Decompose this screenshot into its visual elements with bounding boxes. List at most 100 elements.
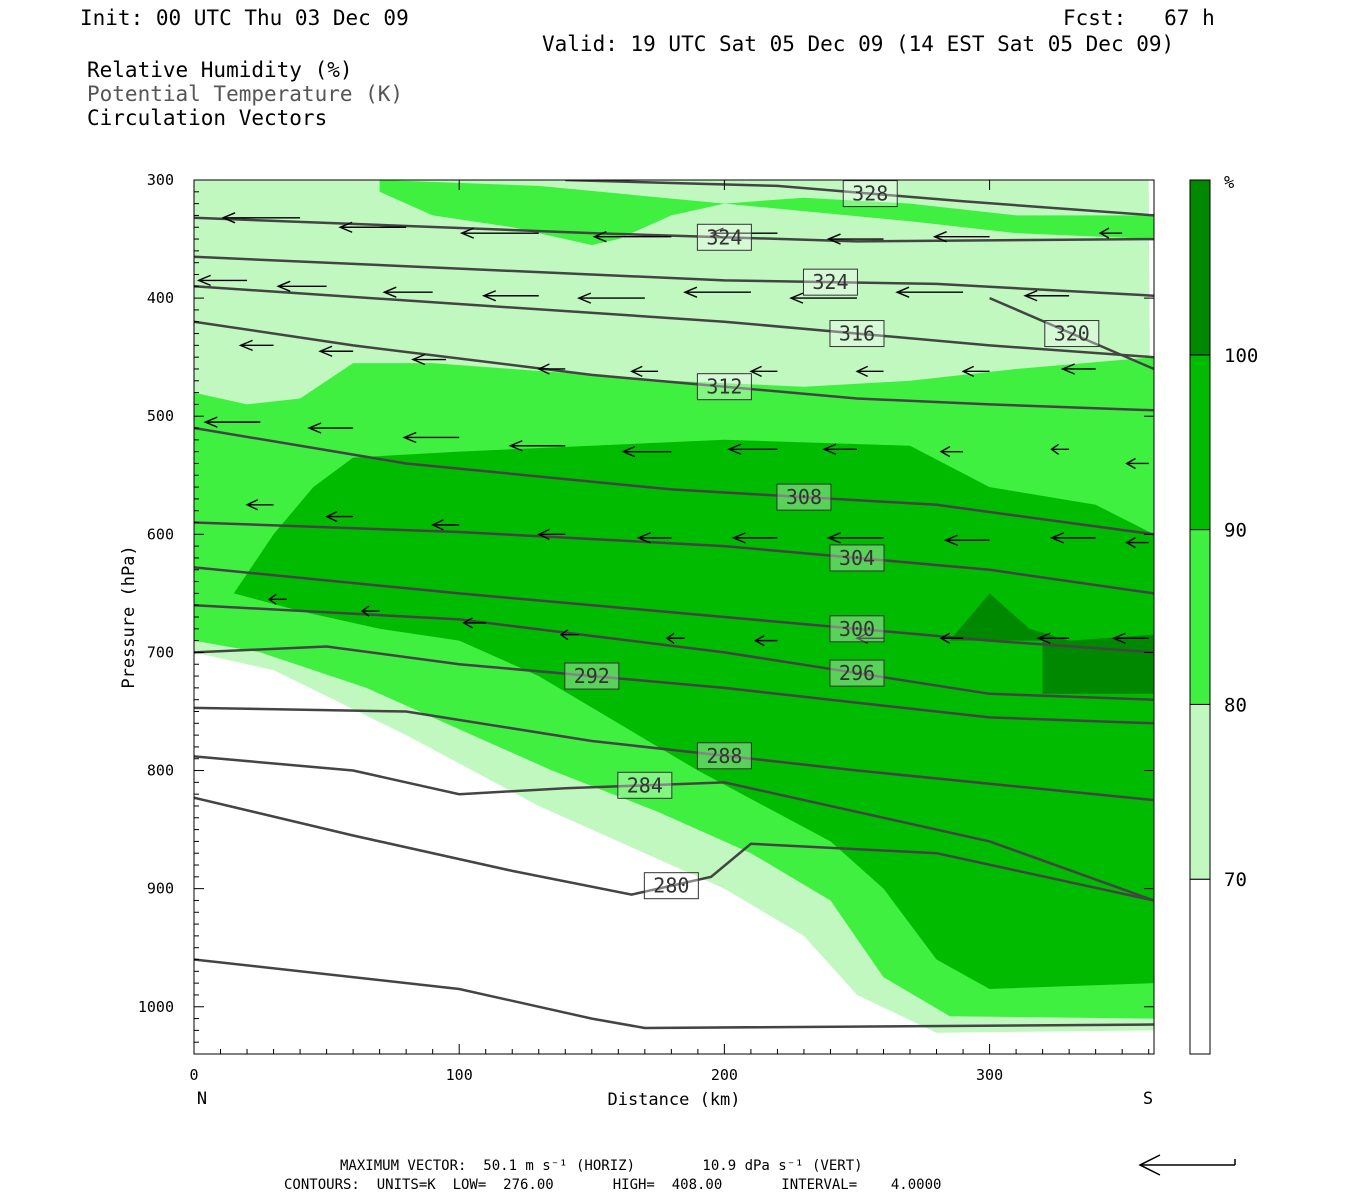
circulation-vector	[431, 519, 460, 531]
circulation-vector	[196, 274, 248, 287]
circulation-vector	[636, 532, 672, 544]
colorbar: 70 80 90 100	[1189, 179, 1258, 1055]
vector-head	[318, 345, 333, 357]
vector-head	[508, 440, 523, 452]
vector-head	[822, 443, 837, 455]
vector-head	[1125, 536, 1136, 549]
circulation-vector	[683, 286, 751, 298]
contour-label: 324	[812, 270, 848, 294]
contour-label: 296	[839, 661, 875, 685]
vector-head	[1111, 632, 1126, 644]
vector-head	[431, 519, 444, 531]
valid-time: Valid: 19 UTC Sat 05 Dec 09 (14 EST Sat …	[542, 32, 1175, 56]
circulation-vector	[307, 422, 354, 434]
north-label: N	[197, 1089, 207, 1109]
circulation-vector	[592, 231, 672, 243]
circulation-vector	[1050, 443, 1070, 455]
theta-contour-288	[194, 706, 1154, 802]
theta-contour-unlabeled	[194, 958, 1154, 1030]
vector-head	[402, 431, 417, 444]
circulation-vector	[1036, 632, 1070, 644]
vector-head	[683, 286, 698, 298]
y-axis-label: Pressure (hPa)	[119, 545, 139, 688]
vector-head	[943, 534, 958, 546]
contour-label: 320	[1054, 322, 1090, 346]
contour-label-box	[643, 872, 699, 900]
vector-head	[1036, 632, 1051, 644]
init-time: Init: 00 UTC Thu 03 Dec 09	[80, 6, 409, 30]
theta-contour-292	[194, 645, 1154, 725]
circulation-vector	[789, 292, 857, 304]
contour-label: 284	[627, 773, 663, 797]
circulation-vector	[481, 290, 539, 302]
contour-info: CONTOURS: UNITS=K LOW= 276.00 HIGH= 408.…	[284, 1177, 942, 1193]
circulation-vector	[1060, 363, 1096, 375]
y-tick-label: 300	[147, 171, 174, 189]
theta-contour-324	[194, 255, 1154, 297]
x-tick-label: 200	[711, 1066, 738, 1084]
contour-label: 308	[786, 485, 822, 509]
circulation-vector	[1111, 632, 1149, 644]
rh-region-100	[949, 593, 1154, 694]
circulation-vector	[961, 365, 990, 377]
vector-head	[1060, 363, 1075, 375]
south-label: S	[1143, 1089, 1153, 1109]
vector-head	[709, 227, 724, 239]
vector-head	[630, 365, 643, 377]
vector-head	[325, 510, 338, 523]
colorbar-unit: %	[1224, 173, 1234, 193]
circulation-vector	[318, 345, 354, 357]
theta-contour-320	[989, 296, 1154, 371]
vector-head	[268, 593, 277, 605]
vector-head	[245, 499, 259, 511]
circulation-vector	[411, 353, 446, 366]
vector-head	[537, 363, 550, 375]
contour-label-box	[776, 483, 832, 511]
contour-label: 300	[839, 617, 875, 641]
circulation-vector	[939, 632, 964, 644]
vector-head	[754, 635, 765, 647]
contour-label: 328	[852, 182, 888, 206]
contour-label: 292	[574, 664, 610, 688]
colorbar-swatch	[1189, 878, 1211, 1055]
x-axis-label: Distance (km)	[607, 1090, 740, 1110]
vector-head	[411, 353, 426, 366]
x-tick-label: 100	[446, 1066, 473, 1084]
circulation-vector	[238, 339, 274, 351]
circulation-vector	[822, 443, 857, 455]
vector-head	[1023, 290, 1038, 302]
vector-head	[537, 528, 550, 540]
field-vectors: Circulation Vectors	[87, 106, 328, 130]
circulation-vector	[826, 532, 884, 544]
circulation-vector	[621, 446, 672, 458]
vector-head	[749, 365, 762, 377]
contour-label: 280	[653, 874, 689, 898]
contour-label-box	[1044, 320, 1100, 348]
colorbar-level-label: 90	[1224, 520, 1247, 542]
circulation-vector	[826, 233, 884, 245]
contour-label: 312	[706, 375, 742, 399]
vector-head	[1049, 532, 1064, 544]
vector-head	[932, 231, 947, 243]
circulation-vector	[1049, 532, 1096, 544]
circulation-vector	[630, 365, 659, 377]
circulation-vector	[855, 365, 884, 377]
vector-head	[382, 286, 397, 298]
vector-head	[106, 210, 118, 220]
colorbar-level-label: 70	[1224, 869, 1247, 891]
theta-contour-328	[565, 180, 1154, 217]
vector-head	[727, 443, 742, 455]
contour-label-box	[696, 373, 752, 401]
circulation-vector	[749, 365, 778, 377]
circulation-vector	[338, 221, 407, 233]
vector-key-arrow-icon	[1138, 1154, 1236, 1176]
circulation-vector	[943, 534, 990, 546]
vector-head	[1125, 457, 1136, 470]
circulation-vector	[382, 286, 433, 298]
vector-head	[621, 446, 636, 458]
x-tick-label: 300	[976, 1066, 1003, 1084]
vector-head	[731, 532, 746, 544]
contour-label-box	[829, 659, 885, 687]
circulation-vector	[731, 532, 778, 544]
